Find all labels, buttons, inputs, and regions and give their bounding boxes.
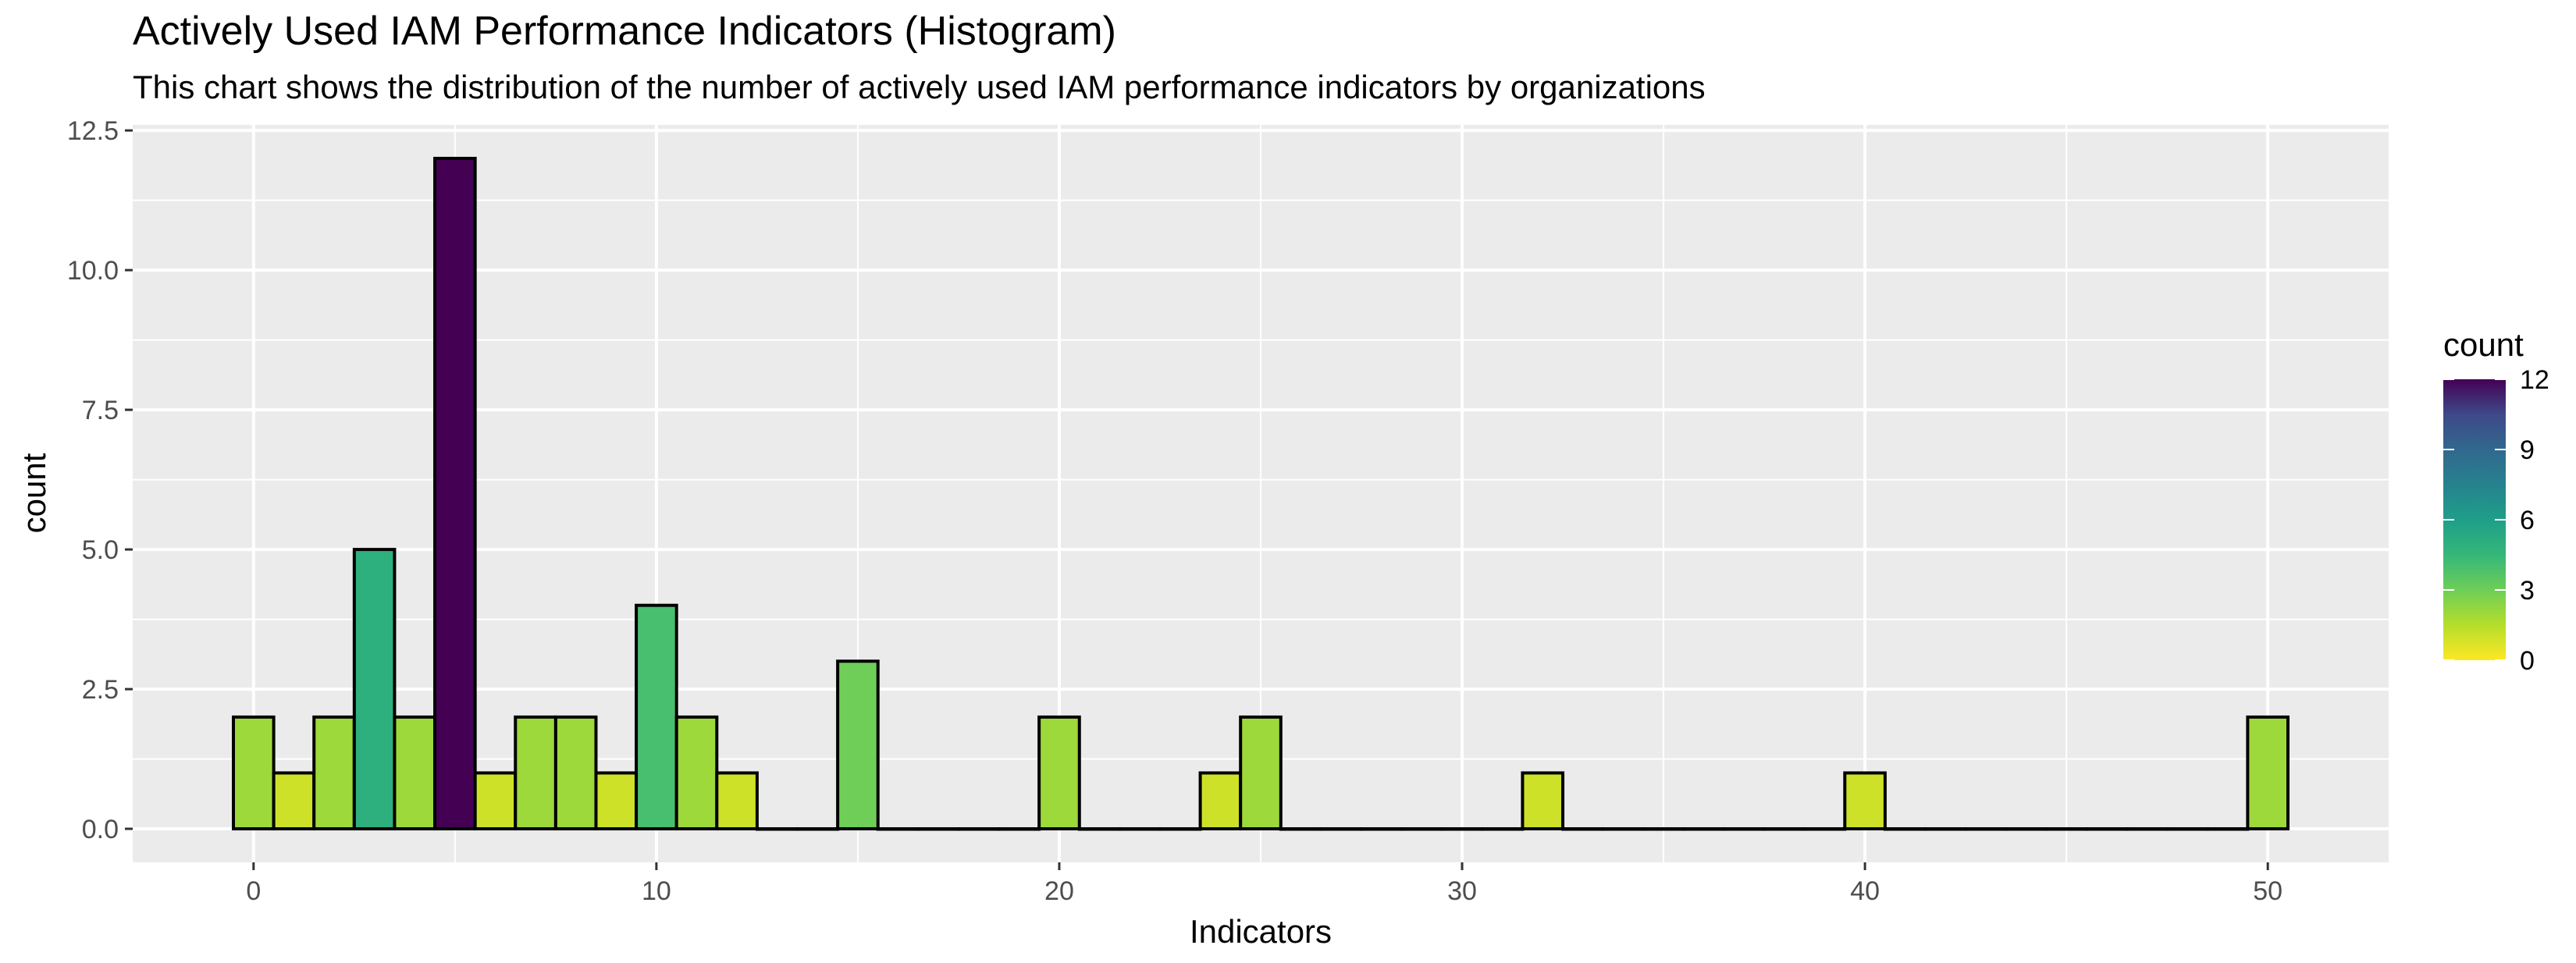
histogram-bar bbox=[1964, 827, 2008, 831]
histogram-bar bbox=[755, 827, 799, 831]
histogram-bar bbox=[1037, 715, 1081, 831]
x-tick-label: 0 bbox=[246, 876, 261, 906]
histogram-bar bbox=[1158, 827, 1202, 831]
legend-tick-label: 9 bbox=[2520, 435, 2535, 465]
histogram-bar bbox=[473, 771, 518, 831]
histogram-bar bbox=[1681, 827, 1726, 831]
histogram-bar bbox=[553, 715, 598, 831]
histogram-bar bbox=[2004, 827, 2048, 831]
histogram-bar bbox=[2084, 827, 2129, 831]
histogram-bar bbox=[1198, 771, 1243, 831]
x-axis: 0 10 20 30 40 50 bbox=[246, 862, 2282, 906]
histogram-bar bbox=[1118, 827, 1162, 831]
legend-tick-label: 6 bbox=[2520, 506, 2535, 535]
histogram-bar bbox=[393, 715, 437, 831]
x-tick-label: 30 bbox=[1447, 876, 1477, 906]
y-tick-label: 5.0 bbox=[82, 535, 119, 565]
y-tick-label: 10.0 bbox=[67, 256, 119, 286]
histogram-bar bbox=[2044, 827, 2088, 831]
histogram-bar bbox=[433, 156, 477, 831]
histogram-bar bbox=[1763, 827, 1806, 831]
x-tick-label: 10 bbox=[642, 876, 671, 906]
histogram-bar bbox=[1642, 827, 1685, 831]
histogram-bar bbox=[1440, 827, 1484, 831]
histogram-bar bbox=[2205, 827, 2250, 831]
histogram-bar bbox=[2246, 715, 2290, 831]
histogram-bar bbox=[1480, 827, 1525, 831]
legend-title: count bbox=[2443, 326, 2524, 363]
histogram-bar bbox=[1843, 771, 1887, 831]
histogram-bar bbox=[1400, 827, 1444, 831]
histogram-bar bbox=[272, 771, 316, 831]
x-tick-label: 50 bbox=[2253, 876, 2282, 906]
histogram-bar bbox=[956, 827, 1001, 831]
histogram-bar bbox=[674, 715, 719, 831]
histogram-bar bbox=[1279, 827, 1323, 831]
histogram-bar bbox=[1239, 715, 1283, 831]
legend-tick-label: 0 bbox=[2520, 646, 2535, 676]
histogram-bar bbox=[352, 548, 397, 831]
histogram-bar bbox=[312, 715, 356, 831]
histogram-bar bbox=[2165, 827, 2209, 831]
histogram-bar bbox=[836, 659, 880, 831]
histogram-bar bbox=[997, 827, 1041, 831]
histogram-bar bbox=[1319, 827, 1364, 831]
histogram-bar bbox=[715, 771, 759, 831]
histogram-bar bbox=[1802, 827, 1847, 831]
histogram-bar bbox=[1521, 771, 1565, 831]
y-tick-label: 0.0 bbox=[82, 815, 119, 844]
x-axis-title: Indicators bbox=[1190, 913, 1332, 950]
histogram-bar bbox=[635, 603, 678, 831]
histogram-bar bbox=[1561, 827, 1605, 831]
histogram-bar bbox=[1722, 827, 1767, 831]
histogram-bar bbox=[594, 771, 639, 831]
histogram-bar bbox=[232, 715, 276, 831]
y-tick-label: 7.5 bbox=[82, 396, 119, 425]
y-axis-title: count bbox=[16, 453, 52, 533]
histogram-bar bbox=[876, 827, 920, 831]
chart-subtitle: This chart shows the distribution of the… bbox=[133, 69, 1706, 105]
histogram-bar bbox=[1077, 827, 1122, 831]
histogram-bars bbox=[232, 156, 2290, 831]
histogram-bar bbox=[2125, 827, 2169, 831]
histogram-bar bbox=[1601, 827, 1646, 831]
histogram-bar bbox=[795, 827, 840, 831]
histogram-bar bbox=[1923, 827, 1968, 831]
x-tick-label: 20 bbox=[1044, 876, 1074, 906]
histogram-bar bbox=[514, 715, 557, 831]
legend-tick-label: 3 bbox=[2520, 576, 2535, 606]
y-tick-label: 2.5 bbox=[82, 675, 119, 705]
x-tick-label: 40 bbox=[1850, 876, 1880, 906]
histogram-bar bbox=[1883, 827, 1927, 831]
color-legend: 0 3 6 9 12 bbox=[2443, 365, 2549, 676]
y-tick-label: 12.5 bbox=[67, 116, 119, 146]
legend-tick-label: 12 bbox=[2520, 365, 2549, 395]
chart-title: Actively Used IAM Performance Indicators… bbox=[133, 9, 1116, 54]
histogram-bar bbox=[916, 827, 960, 831]
y-axis: 0.0 2.5 5.0 7.5 10.0 12.5 bbox=[67, 116, 133, 844]
histogram-bar bbox=[1360, 827, 1404, 831]
